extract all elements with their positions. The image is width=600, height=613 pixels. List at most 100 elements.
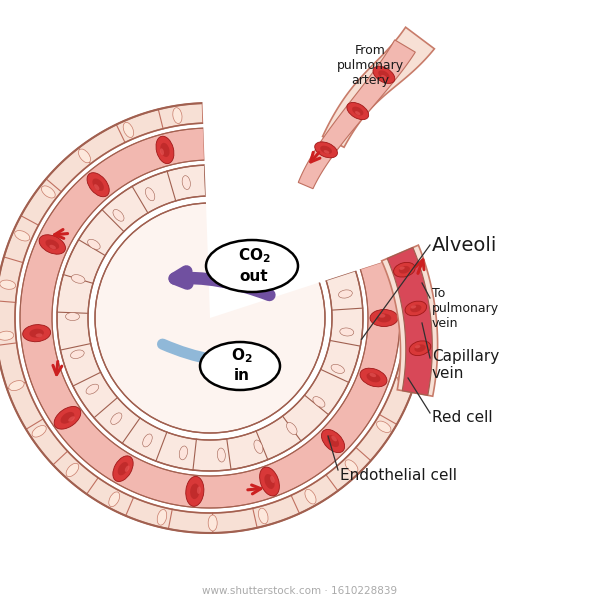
- Ellipse shape: [411, 305, 416, 308]
- Ellipse shape: [200, 342, 280, 390]
- Ellipse shape: [143, 434, 152, 447]
- Ellipse shape: [179, 446, 188, 460]
- Ellipse shape: [113, 456, 133, 482]
- Text: Alveoli: Alveoli: [432, 235, 497, 254]
- Polygon shape: [20, 128, 400, 508]
- Ellipse shape: [186, 476, 204, 506]
- Ellipse shape: [403, 275, 419, 284]
- Ellipse shape: [379, 314, 385, 318]
- Ellipse shape: [345, 460, 358, 473]
- Ellipse shape: [260, 467, 280, 496]
- Ellipse shape: [287, 422, 297, 435]
- Ellipse shape: [39, 235, 65, 254]
- Text: Endothelial cell: Endothelial cell: [340, 468, 457, 482]
- Ellipse shape: [415, 345, 421, 348]
- Ellipse shape: [54, 406, 81, 429]
- Ellipse shape: [68, 416, 75, 422]
- Ellipse shape: [399, 266, 410, 273]
- Ellipse shape: [9, 381, 24, 390]
- Ellipse shape: [71, 350, 84, 359]
- Polygon shape: [387, 248, 433, 395]
- Text: $\mathbf{O_2}$: $\mathbf{O_2}$: [231, 346, 253, 365]
- Ellipse shape: [405, 301, 427, 316]
- Ellipse shape: [400, 267, 405, 270]
- Ellipse shape: [313, 397, 325, 407]
- Ellipse shape: [378, 70, 389, 79]
- Text: in: in: [234, 368, 250, 384]
- Ellipse shape: [182, 176, 190, 189]
- Ellipse shape: [208, 515, 217, 531]
- Ellipse shape: [270, 476, 275, 483]
- Ellipse shape: [145, 188, 155, 201]
- Polygon shape: [0, 103, 425, 533]
- Ellipse shape: [66, 463, 79, 477]
- Ellipse shape: [86, 384, 98, 394]
- Ellipse shape: [71, 275, 85, 283]
- Ellipse shape: [35, 333, 43, 337]
- Circle shape: [95, 203, 325, 433]
- Ellipse shape: [322, 430, 344, 452]
- Text: To
pulmonary
vein: To pulmonary vein: [432, 286, 499, 330]
- Ellipse shape: [377, 314, 391, 322]
- Ellipse shape: [347, 102, 368, 120]
- Ellipse shape: [118, 462, 128, 475]
- Ellipse shape: [65, 313, 80, 321]
- Ellipse shape: [410, 305, 421, 312]
- Ellipse shape: [327, 435, 339, 447]
- Ellipse shape: [206, 240, 298, 292]
- Ellipse shape: [265, 474, 275, 489]
- Ellipse shape: [109, 492, 119, 506]
- Ellipse shape: [355, 111, 361, 115]
- Ellipse shape: [370, 310, 398, 327]
- Ellipse shape: [160, 148, 164, 155]
- Ellipse shape: [87, 173, 109, 197]
- Ellipse shape: [32, 425, 46, 437]
- Ellipse shape: [156, 136, 174, 164]
- Ellipse shape: [29, 329, 44, 338]
- Ellipse shape: [92, 178, 104, 191]
- Ellipse shape: [331, 436, 337, 441]
- Polygon shape: [57, 165, 363, 471]
- Ellipse shape: [0, 280, 16, 289]
- Ellipse shape: [323, 150, 329, 154]
- Ellipse shape: [259, 508, 268, 524]
- Ellipse shape: [320, 146, 332, 154]
- Ellipse shape: [111, 413, 122, 424]
- Ellipse shape: [305, 489, 316, 504]
- Ellipse shape: [367, 373, 380, 383]
- Ellipse shape: [360, 368, 387, 387]
- Ellipse shape: [394, 262, 415, 277]
- Polygon shape: [298, 40, 415, 189]
- Ellipse shape: [409, 341, 431, 356]
- Ellipse shape: [381, 75, 386, 79]
- Ellipse shape: [352, 107, 364, 115]
- Ellipse shape: [46, 240, 59, 249]
- Ellipse shape: [415, 345, 425, 352]
- Ellipse shape: [377, 421, 391, 433]
- Ellipse shape: [197, 487, 201, 494]
- Polygon shape: [323, 27, 434, 147]
- Text: www.shutterstock.com · 1610228839: www.shutterstock.com · 1610228839: [202, 586, 398, 596]
- Text: $\mathbf{CO_2}$: $\mathbf{CO_2}$: [238, 246, 271, 265]
- Ellipse shape: [79, 149, 91, 163]
- Ellipse shape: [14, 230, 30, 241]
- Ellipse shape: [173, 108, 182, 124]
- Ellipse shape: [314, 142, 337, 158]
- Ellipse shape: [88, 239, 100, 249]
- Text: out: out: [239, 268, 268, 283]
- Ellipse shape: [331, 364, 344, 373]
- Ellipse shape: [123, 123, 134, 137]
- Polygon shape: [202, 98, 419, 318]
- Ellipse shape: [157, 509, 167, 525]
- Ellipse shape: [373, 66, 395, 83]
- Ellipse shape: [61, 412, 74, 424]
- Ellipse shape: [113, 210, 124, 221]
- Ellipse shape: [370, 373, 376, 377]
- Ellipse shape: [49, 245, 56, 249]
- Ellipse shape: [338, 290, 352, 298]
- Text: From
pulmonary
artery: From pulmonary artery: [337, 44, 404, 86]
- Text: Red cell: Red cell: [432, 411, 493, 425]
- Ellipse shape: [254, 440, 263, 454]
- Ellipse shape: [125, 465, 130, 472]
- Polygon shape: [382, 245, 437, 396]
